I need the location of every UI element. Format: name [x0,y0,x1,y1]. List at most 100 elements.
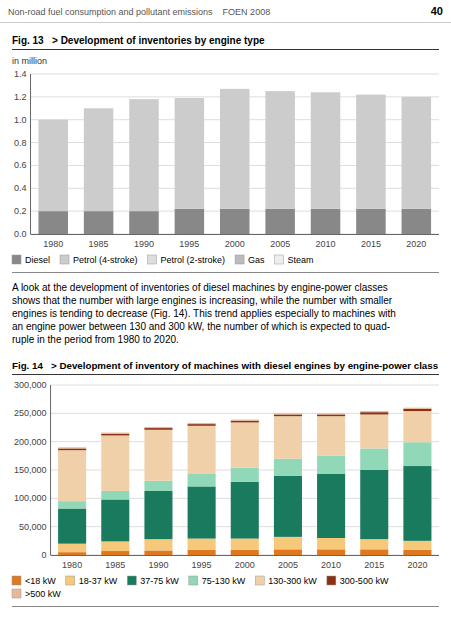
bar [58,447,86,448]
bar [101,541,129,551]
bar [188,423,216,424]
bar [220,89,250,209]
title-rule [12,374,439,375]
bar [274,413,302,414]
x-axis [51,555,439,556]
bar [84,108,114,211]
bar [403,411,431,442]
legend-label: 300-500 kW [340,576,389,586]
legend-item: 18-37 kW [66,576,118,586]
bar [144,550,172,555]
bar [101,434,129,436]
x-tick-label: 1990 [148,560,168,570]
legend-label: 18-37 kW [79,576,118,586]
legend-swatch [12,589,21,598]
y-tick-label: 1.2 [14,92,27,102]
y-tick-label: 1.4 [14,69,27,79]
bar [58,501,86,508]
y-tick-label: 0.4 [14,183,27,193]
bar [402,97,432,209]
legend-item: 37-75 kW [127,576,179,586]
legend-item: 75-130 kW [189,576,246,586]
bar [317,474,345,538]
legend-label: <18 kW [25,576,56,586]
legend-item: Petrol (4-stroke) [60,255,138,265]
legend-item: Steam [275,255,314,265]
legend-label: Gas [248,255,265,265]
bar [360,414,388,448]
legend-label: 75-130 kW [202,576,246,586]
bar [317,549,345,555]
bar [144,481,172,491]
y-tick-label: 250,000 [14,408,47,418]
x-tick-label: 1995 [179,239,199,249]
x-tick-label: 2015 [364,560,384,570]
legend-swatch [66,576,75,585]
x-tick-label: 2010 [321,560,341,570]
bar [188,424,216,426]
y-tick-label: 0.6 [14,160,27,170]
y-tick-label: 50,000 [19,522,47,532]
y-tick-label: 100,000 [14,493,47,503]
bar [356,94,386,95]
page-number: 40 [431,5,443,17]
bar [317,413,345,414]
legend-swatch [189,576,198,585]
bar [58,552,86,555]
x-tick-label: 1980 [43,239,63,249]
legend-swatch [12,576,21,585]
legend-item: Petrol (2-stroke) [148,255,226,265]
bar [101,433,129,434]
bar [311,92,341,93]
legend-item: Gas [235,255,265,265]
bar [175,98,205,99]
bar [403,550,431,555]
legend-label: 37-75 kW [140,576,179,586]
header: Non-road fuel consumption and pollutant … [8,7,270,17]
header-rule [0,22,451,23]
bar [403,541,431,550]
bar [403,442,431,466]
bar [38,119,68,120]
y-tick-label: 0.0 [14,229,27,239]
bar [360,549,388,555]
body-line: shows that the number with large engines… [12,295,393,306]
legend-item: <18 kW [12,576,56,586]
bar [265,91,295,92]
bar [188,474,216,486]
bar [274,537,302,549]
bar [231,539,259,550]
bar [129,99,159,100]
body-line: A look at the development of inventories… [12,282,388,293]
x-tick-label: 1985 [105,560,125,570]
legend-swatch [275,255,284,264]
bar [175,98,205,99]
bar [58,544,86,553]
bar [356,94,386,95]
bars [38,89,431,234]
y-tick-label: 300,000 [14,380,47,390]
bar [144,427,172,428]
y-axis-label: in million [12,56,47,66]
legend-swatch [148,255,157,264]
bar [144,428,172,430]
legend-label: Petrol (2-stroke) [161,255,226,265]
grid-line [31,74,439,75]
bar [402,96,432,97]
x-tick-label: 2020 [407,560,427,570]
bar [265,209,295,234]
bar [129,99,159,100]
bar [101,435,129,491]
bar [38,119,68,120]
bar [129,211,159,234]
y-tick-label: 0 [42,550,47,560]
bar [311,209,341,234]
bar [231,420,259,421]
bar [129,99,159,100]
x-tick-label: 2005 [278,560,298,570]
bar [84,211,114,234]
legend-label: Petrol (4-stroke) [73,255,138,265]
body-line: an engine power between 130 and 300 kW, … [12,321,390,332]
legend-label: Diesel [25,255,50,265]
page: Non-road fuel consumption and pollutant … [0,0,451,640]
